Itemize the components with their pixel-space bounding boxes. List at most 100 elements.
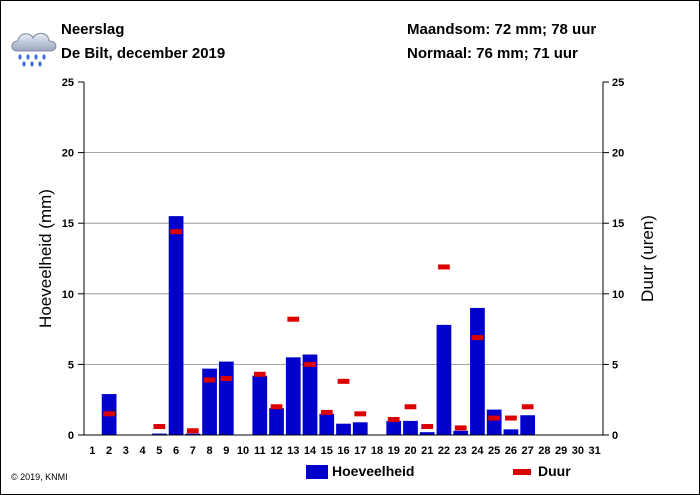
- y-tick-label-left: 20: [62, 148, 74, 160]
- bar-day-20: [403, 420, 418, 435]
- x-tick-label-29: 29: [555, 445, 567, 457]
- x-tick-label-13: 13: [287, 445, 299, 457]
- duration-marker-day-15: [320, 409, 333, 415]
- bar-day-17: [352, 422, 368, 435]
- duration-marker-day-13: [287, 316, 300, 322]
- x-tick-label-14: 14: [304, 445, 317, 457]
- bar-day-16: [336, 423, 351, 435]
- legend-label-duration: Duur: [538, 463, 571, 479]
- bar-day-26: [503, 429, 519, 435]
- x-tick-label-31: 31: [589, 445, 601, 457]
- bar-day-5: [151, 433, 167, 435]
- y-tick-label-right: 20: [612, 148, 624, 160]
- x-tick-label-2: 2: [106, 445, 112, 457]
- y-axis-label-right: Duur (uren): [638, 215, 657, 302]
- x-tick-label-8: 8: [207, 445, 213, 457]
- y-tick-label-right: 25: [612, 77, 624, 89]
- duration-marker-day-11: [253, 371, 266, 377]
- duration-marker-day-12: [270, 404, 283, 410]
- y-axis-label-left: Hoeveelheid (mm): [36, 189, 55, 328]
- x-tick-label-5: 5: [156, 445, 162, 457]
- rain-cloud-icon: [11, 33, 57, 67]
- legend-swatch-duration: [513, 469, 531, 475]
- duration-marker-day-8: [203, 377, 216, 383]
- x-tick-label-11: 11: [254, 445, 266, 457]
- duration-marker-day-2: [103, 411, 115, 417]
- bar-day-11: [252, 375, 268, 435]
- legend-label-amount: Hoeveelheid: [332, 463, 415, 479]
- duration-marker-day-23: [454, 425, 467, 431]
- month-sum-text: Maandsom: 72 mm; 78 uur: [407, 21, 597, 38]
- bar-day-25: [486, 409, 502, 435]
- duration-marker-day-9: [220, 376, 233, 382]
- duration-marker-day-20: [404, 404, 417, 410]
- bar-day-19: [386, 420, 402, 435]
- x-tick-label-3: 3: [123, 445, 129, 457]
- duration-marker-day-22: [438, 264, 450, 270]
- bar-day-27: [520, 415, 536, 435]
- duration-marker-day-21: [421, 424, 434, 430]
- x-tick-label-19: 19: [388, 445, 400, 457]
- x-tick-label-18: 18: [371, 445, 383, 457]
- x-tick-label-4: 4: [140, 445, 147, 457]
- y-tick-label-left: 0: [68, 430, 74, 442]
- y-tick-label-right: 10: [612, 289, 624, 301]
- chart-subtitle: De Bilt, december 2019: [61, 45, 226, 62]
- x-tick-label-17: 17: [354, 445, 366, 457]
- duration-marker-day-16: [337, 378, 350, 384]
- bar-day-24: [470, 307, 485, 435]
- y-tick-label-right: 5: [612, 359, 618, 371]
- legend-swatch-amount: [306, 465, 328, 479]
- x-tick-label-28: 28: [538, 445, 550, 457]
- x-tick-label-10: 10: [237, 445, 249, 457]
- bar-day-21: [419, 432, 435, 435]
- bar-day-8: [202, 368, 217, 435]
- x-tick-label-27: 27: [522, 445, 534, 457]
- duration-marker-day-14: [304, 361, 316, 367]
- bar-day-15: [319, 413, 335, 435]
- duration-marker-day-6: [170, 229, 182, 235]
- bar-day-13: [285, 357, 301, 435]
- normal-text: Normaal: 76 mm; 71 uur: [407, 45, 578, 62]
- x-tick-label-21: 21: [421, 445, 433, 457]
- bar-day-23: [453, 430, 469, 435]
- bar-day-14: [302, 354, 318, 435]
- bar-day-12: [269, 408, 284, 435]
- duration-marker-day-25: [488, 415, 501, 421]
- x-tick-label-22: 22: [438, 445, 450, 457]
- bar-day-7: [185, 433, 201, 435]
- x-tick-label-30: 30: [572, 445, 584, 457]
- y-tick-label-left: 10: [62, 289, 74, 301]
- x-tick-label-6: 6: [173, 445, 179, 457]
- x-tick-label-1: 1: [89, 445, 95, 457]
- x-tick-label-7: 7: [190, 445, 196, 457]
- duration-marker-day-19: [387, 416, 400, 422]
- x-tick-label-12: 12: [270, 445, 282, 457]
- y-tick-label-left: 15: [62, 218, 74, 230]
- duration-marker-day-26: [505, 415, 517, 421]
- duration-marker-day-5: [153, 424, 166, 430]
- x-tick-label-25: 25: [488, 445, 500, 457]
- x-tick-label-23: 23: [455, 445, 467, 457]
- y-tick-label-left: 25: [62, 77, 74, 89]
- y-tick-label-right: 15: [612, 218, 624, 230]
- x-tick-label-15: 15: [321, 445, 333, 457]
- x-tick-label-24: 24: [471, 445, 484, 457]
- bar-day-9: [218, 361, 234, 435]
- chart-title: Neerslag: [61, 21, 125, 38]
- y-tick-label-left: 5: [68, 359, 74, 371]
- bar-day-22: [436, 324, 452, 435]
- duration-marker-day-17: [354, 411, 367, 417]
- bar-day-6: [168, 216, 184, 435]
- duration-marker-day-24: [471, 335, 484, 341]
- x-tick-label-26: 26: [505, 445, 517, 457]
- x-tick-label-20: 20: [404, 445, 416, 457]
- x-tick-label-16: 16: [337, 445, 349, 457]
- copyright-text: © 2019, KNMI: [11, 472, 68, 482]
- y-tick-label-right: 0: [612, 430, 618, 442]
- duration-marker-day-27: [521, 404, 534, 410]
- x-tick-label-9: 9: [223, 445, 229, 457]
- duration-marker-day-7: [186, 428, 199, 434]
